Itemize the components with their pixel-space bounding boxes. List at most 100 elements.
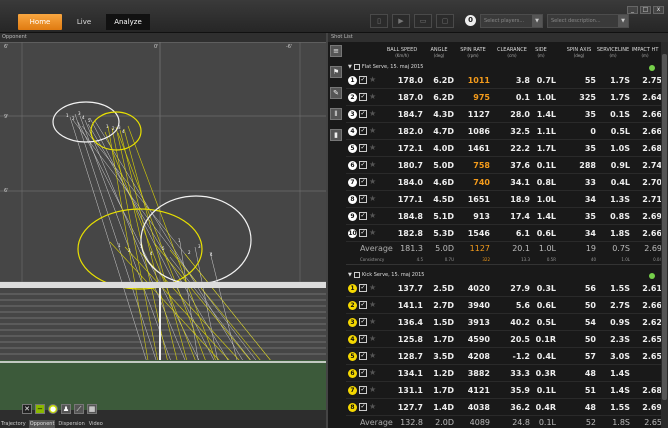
shot-checkbox[interactable]: ✓ [359,352,367,360]
shot-checkbox[interactable]: ✓ [359,386,367,394]
player-icon[interactable]: ♟ [61,404,71,414]
table-row[interactable]: 2 ✓ ★ 141.1 2.7D 3940 5.6 0.6L 50 2.7S 2.66 [346,297,662,314]
shot-checkbox[interactable]: ✓ [359,161,367,169]
table-row[interactable]: 2 ✓ ★ 187.0 6.2D 975 0.1 1.0L 325 1.7S 2.64 [346,89,662,106]
star-icon[interactable]: ★ [369,75,377,84]
shot-checkbox[interactable]: ✓ [359,229,367,237]
table-cell: 1.8S [610,229,630,238]
table-row[interactable]: 3 ✓ ★ 136.4 1.5D 3913 40.2 0.5L 54 0.9S 2.62 [346,314,662,331]
shot-checkbox[interactable]: ✓ [359,93,367,101]
tab-dispersion[interactable]: Dispersion [58,421,85,427]
list-icon[interactable]: ≡ [330,45,342,57]
table-row[interactable]: 5 ✓ ★ 128.7 3.5D 4208 -1.2 0.4L 57 3.0S 2.65 [346,348,662,365]
scroll-thumb[interactable] [662,54,667,400]
table-row[interactable]: 6 ✓ ★ 134.1 1.2D 3882 33.3 0.3R 48 1.4S [346,365,661,382]
group-checkbox[interactable] [353,63,360,70]
star-icon[interactable]: ★ [369,211,377,220]
tab-trajectory[interactable]: Trajectory [1,421,26,427]
video-camera-icon[interactable]: ▶ [392,14,410,28]
minus-icon[interactable]: − [35,404,45,414]
star-icon[interactable]: ★ [369,334,377,343]
layout-icon[interactable]: ▯ [370,14,388,28]
expand-triangle-icon[interactable]: ▼ [348,272,352,278]
close-icon[interactable]: x [653,6,664,14]
table-row[interactable]: 4 ✓ ★ 182.0 4.7D 1086 32.5 1.1L 0 0.5L 2.66 [346,123,662,140]
table-cell: 1461 [467,144,490,153]
star-icon[interactable]: ★ [369,228,377,237]
shot-checkbox[interactable]: ✓ [359,178,367,186]
table-row[interactable]: 8 ✓ ★ 127.7 1.4D 4038 36.2 0.4R 48 1.5S 2.69 [346,399,662,416]
ball-icon[interactable]: ● [48,404,58,414]
star-icon[interactable]: ★ [369,351,377,360]
star-icon[interactable]: ★ [369,283,377,292]
tab-live[interactable]: Live [76,18,92,26]
table-row[interactable]: 6 ✓ ★ 180.7 5.0D 758 37.6 0.1L 288 0.9L 2.74 [346,157,662,174]
group-checkbox[interactable] [353,271,360,278]
shot-checkbox[interactable]: ✓ [359,369,367,377]
shot-checkbox[interactable]: ✓ [359,127,367,135]
tab-analyze[interactable]: Analyze [106,14,150,30]
select-players-dropdown[interactable]: Select players... ▼ [480,14,543,28]
star-icon[interactable]: ★ [369,402,377,411]
star-icon[interactable]: ★ [369,194,377,203]
columns-icon[interactable]: ⫴ [330,108,342,120]
window-icon[interactable]: ▢ [436,14,454,28]
close-view-icon[interactable]: ✕ [22,404,32,414]
shot-checkbox[interactable]: ✓ [359,195,367,203]
shot-checkbox[interactable]: ✓ [359,212,367,220]
table-row[interactable]: 1 ✓ ★ 178.0 6.2D 1011 3.8 0.7L 55 1.7S 2.75 [346,72,662,89]
star-icon[interactable]: ★ [369,160,377,169]
shot-checkbox[interactable]: ✓ [359,76,367,84]
star-icon[interactable]: ★ [369,300,377,309]
minimize-icon[interactable]: _ [627,6,638,14]
flag-icon[interactable]: ⚑ [330,66,342,78]
star-icon[interactable]: ★ [369,143,377,152]
expand-triangle-icon[interactable]: ▼ [348,64,352,70]
table-row[interactable]: 3 ✓ ★ 184.7 4.3D 1127 28.0 1.4L 35 0.1S 2.66 [346,106,662,123]
group-title[interactable]: ▼ Flat Serve, 15. maj 2015 [346,63,661,72]
table-row[interactable]: 5 ✓ ★ 172.1 4.0D 1461 22.2 1.7L 35 1.0S 2.68 [346,140,662,157]
bookmark-icon[interactable]: ▮ [330,129,342,141]
star-icon[interactable]: ★ [369,317,377,326]
grid-icon[interactable]: ▦ [87,404,97,414]
scrollbar[interactable] [661,42,668,428]
tab-opponent[interactable]: Opponent [28,420,56,428]
tab-video[interactable]: Video [88,421,103,427]
edit-icon[interactable]: ✎ [330,87,342,99]
star-icon[interactable]: ★ [369,385,377,394]
shot-checkbox[interactable]: ✓ [359,403,367,411]
star-icon[interactable]: ★ [369,126,377,135]
table-row[interactable]: 4 ✓ ★ 125.8 1.7D 4590 20.5 0.1R 50 2.3S 2.65 [346,331,662,348]
shot-checkbox[interactable]: ✓ [359,144,367,152]
table-cell: 5.1D [433,212,454,221]
table-cell: 2.71 [642,195,662,204]
tab-home[interactable]: Home [18,14,62,30]
shot-number-badge: 6 [348,161,357,170]
shot-checkbox[interactable]: ✓ [359,335,367,343]
screen-icon[interactable]: ▭ [414,14,432,28]
table-cell: 0.1L [536,161,556,170]
table-row[interactable]: 9 ✓ ★ 184.8 5.1D 913 17.4 1.4L 35 0.8S 2.69 [346,208,662,225]
table-row[interactable]: 10 ✓ ★ 182.8 5.3D 1546 6.1 0.6L 34 1.8S 2.66 [346,225,662,242]
table-row[interactable]: 7 ✓ ★ 131.1 1.7D 4121 35.9 0.1L 51 1.4S 2.68 [346,382,662,399]
group-title[interactable]: ▼ Kick Serve, 15. maj 2015 [346,271,661,280]
table-cell: 1.0L [536,93,556,102]
table-row[interactable]: 7 ✓ ★ 184.0 4.6D 740 34.1 0.8L 33 0.4L 2.70 [346,174,662,191]
column-unit: (m) [537,53,545,58]
racket-icon[interactable]: ⟋ [74,404,84,414]
maximize-icon[interactable]: □ [640,6,651,14]
shot-checkbox[interactable]: ✓ [359,284,367,292]
table-row[interactable]: 1 ✓ ★ 137.7 2.5D 4020 27.9 0.3L 56 1.5S 2.61 [346,280,662,297]
star-icon[interactable]: ★ [369,177,377,186]
average-cell: 4089 [469,418,490,427]
average-cell: 20.1 [512,244,530,253]
star-icon[interactable]: ★ [369,109,377,118]
star-icon[interactable]: ★ [369,92,377,101]
star-icon[interactable]: ★ [369,368,377,377]
shot-checkbox[interactable]: ✓ [359,110,367,118]
shot-checkbox[interactable]: ✓ [359,318,367,326]
table-row[interactable]: 8 ✓ ★ 177.1 4.5D 1651 18.9 1.0L 34 1.3S 2.71 [346,191,662,208]
shot-list-header: Shot List [328,33,668,42]
shot-checkbox[interactable]: ✓ [359,301,367,309]
select-description-dropdown[interactable]: Select description... ▼ [547,14,629,28]
